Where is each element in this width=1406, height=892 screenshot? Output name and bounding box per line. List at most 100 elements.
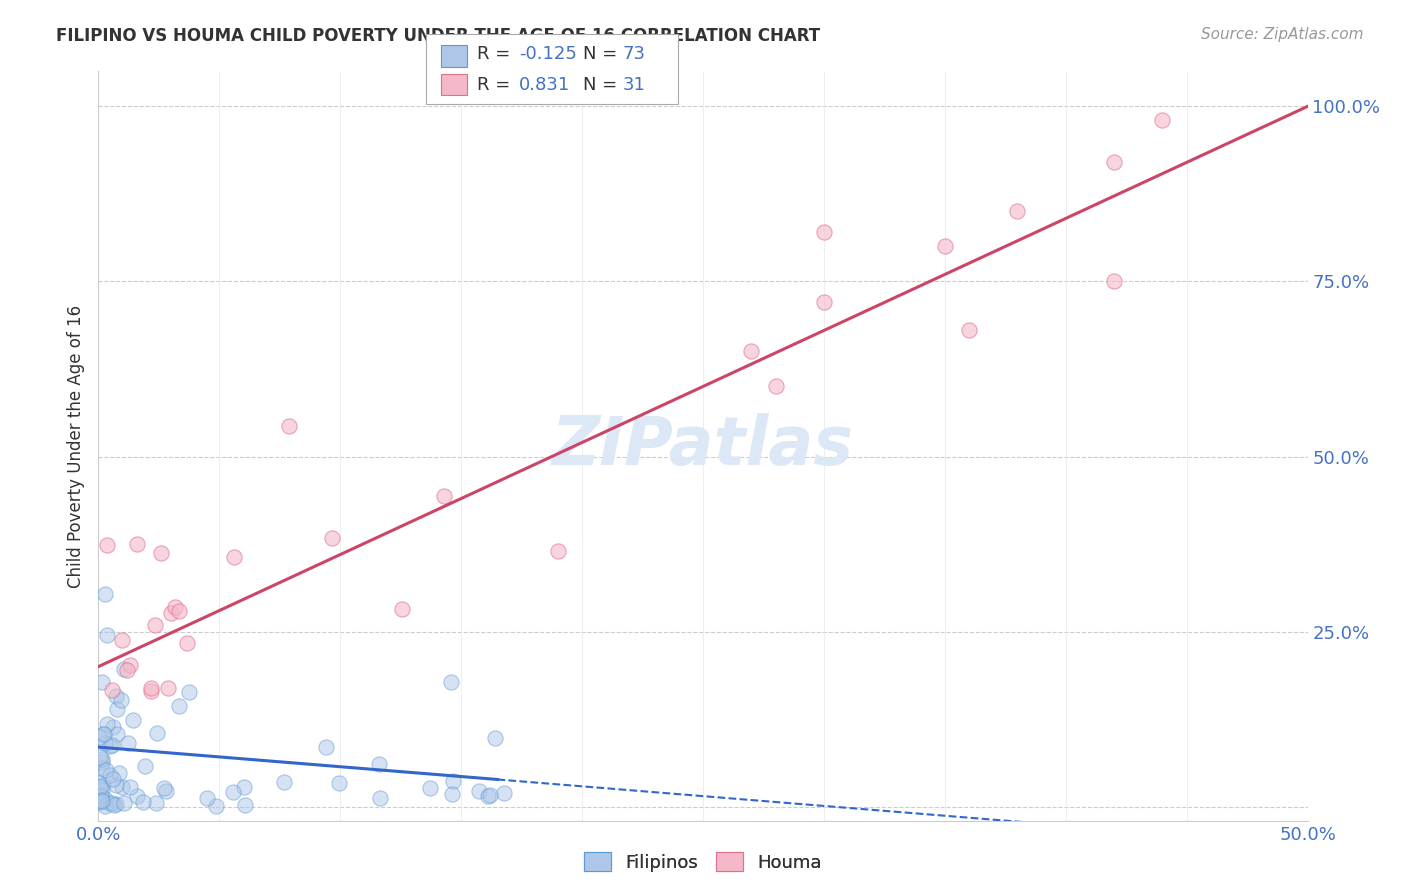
Point — [111, 780, 134, 795]
Point — [179, 684, 201, 698]
Point — [91, 752, 114, 766]
Point — [115, 663, 138, 677]
Point — [103, 798, 125, 813]
Point — [367, 757, 389, 772]
Point — [145, 797, 167, 811]
Y-axis label: Child Poverty Under the Age of 16: Child Poverty Under the Age of 16 — [66, 304, 84, 588]
Point — [101, 720, 124, 734]
Point — [120, 780, 142, 795]
Point — [1007, 204, 1029, 219]
Text: R =: R = — [477, 45, 516, 63]
Text: N =: N = — [583, 45, 623, 63]
Point — [96, 716, 118, 731]
Point — [478, 788, 501, 802]
Point — [149, 546, 172, 560]
Point — [233, 798, 256, 813]
Text: 0.831: 0.831 — [519, 76, 569, 94]
Point — [163, 599, 186, 614]
Point — [1102, 155, 1125, 169]
Point — [132, 795, 155, 809]
Point — [96, 538, 118, 552]
Text: -0.125: -0.125 — [519, 45, 576, 63]
Point — [273, 774, 295, 789]
Point — [112, 796, 135, 810]
Point — [105, 702, 128, 716]
Point — [765, 379, 787, 393]
Point — [440, 674, 463, 689]
Point — [98, 739, 121, 754]
Point — [91, 727, 114, 741]
Point — [91, 761, 114, 775]
Text: 73: 73 — [623, 45, 645, 63]
Point — [112, 662, 135, 676]
Point — [160, 606, 183, 620]
Point — [104, 778, 127, 792]
Point — [105, 727, 128, 741]
Point — [122, 713, 145, 727]
Point — [205, 799, 228, 814]
Point — [477, 789, 499, 804]
Point — [441, 774, 464, 789]
Point — [91, 778, 114, 792]
Point — [96, 628, 118, 642]
Point — [321, 531, 343, 545]
Point — [118, 657, 141, 672]
Text: ZIPatlas: ZIPatlas — [553, 413, 853, 479]
Point — [484, 731, 506, 745]
Text: R =: R = — [477, 76, 522, 94]
Text: FILIPINO VS HOUMA CHILD POVERTY UNDER THE AGE OF 16 CORRELATION CHART: FILIPINO VS HOUMA CHILD POVERTY UNDER TH… — [56, 27, 820, 45]
Point — [141, 681, 163, 695]
Point — [222, 785, 245, 799]
Point — [328, 775, 350, 789]
Point — [433, 489, 456, 503]
Point — [91, 794, 114, 808]
Point — [277, 419, 299, 434]
Point — [98, 768, 121, 782]
Point — [89, 750, 111, 764]
Point — [127, 789, 149, 803]
Point — [87, 775, 110, 789]
Point — [100, 739, 122, 753]
Point — [1102, 275, 1125, 289]
Point — [127, 537, 149, 551]
Point — [94, 764, 117, 778]
Point — [368, 790, 391, 805]
Point — [419, 780, 441, 795]
Text: 31: 31 — [623, 76, 645, 94]
Point — [813, 226, 835, 240]
Point — [167, 699, 190, 714]
Point — [94, 799, 117, 814]
Point — [93, 727, 115, 741]
Point — [195, 790, 218, 805]
Point — [957, 323, 980, 337]
Point — [87, 730, 110, 744]
Point — [90, 674, 112, 689]
Point — [101, 772, 124, 787]
Point — [145, 726, 167, 740]
Point — [89, 795, 111, 809]
Point — [813, 295, 835, 310]
Point — [391, 602, 413, 616]
Text: N =: N = — [583, 76, 623, 94]
Point — [90, 793, 112, 807]
Point — [105, 690, 128, 704]
Point — [89, 780, 111, 794]
Point — [1152, 113, 1174, 128]
Point — [98, 796, 121, 810]
Point — [105, 797, 128, 812]
Point — [101, 682, 124, 697]
Point — [152, 781, 174, 796]
Point — [547, 543, 569, 558]
Point — [143, 618, 166, 632]
Point — [94, 735, 117, 749]
Point — [468, 784, 491, 798]
Point — [740, 344, 762, 359]
Point — [111, 633, 134, 648]
Point — [94, 792, 117, 806]
Point — [156, 681, 179, 696]
Text: Source: ZipAtlas.com: Source: ZipAtlas.com — [1201, 27, 1364, 42]
Point — [155, 784, 177, 798]
Point — [934, 239, 956, 253]
Point — [94, 587, 117, 601]
Point — [101, 796, 124, 810]
